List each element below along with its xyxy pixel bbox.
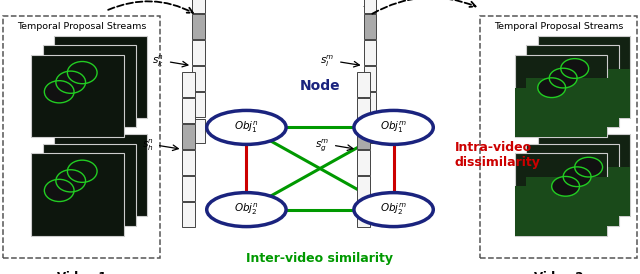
Bar xyxy=(192,93,205,117)
Bar xyxy=(357,72,370,97)
Bar xyxy=(538,68,630,118)
Ellipse shape xyxy=(57,72,84,93)
Ellipse shape xyxy=(552,177,579,195)
Bar xyxy=(515,186,607,236)
Bar xyxy=(357,176,370,201)
Text: $T_n$: $T_n$ xyxy=(192,4,205,18)
Bar xyxy=(515,88,607,137)
Text: $s_l^m$: $s_l^m$ xyxy=(320,54,335,69)
Text: · · ·: · · · xyxy=(570,96,582,104)
Text: Intra-video
dissimilarity: Intra-video dissimilarity xyxy=(454,141,540,169)
Bar xyxy=(182,98,195,123)
Bar xyxy=(364,118,376,143)
Text: $s_k^n$: $s_k^n$ xyxy=(152,54,164,69)
Bar xyxy=(182,150,195,175)
Text: · · ·: · · · xyxy=(570,197,582,206)
Bar xyxy=(43,45,136,127)
Bar xyxy=(538,134,630,216)
Text: Video 1: Video 1 xyxy=(57,271,106,274)
Bar xyxy=(182,176,195,201)
Ellipse shape xyxy=(68,62,96,83)
Bar xyxy=(54,36,147,118)
Text: Inter-video similarity: Inter-video similarity xyxy=(246,252,394,266)
Text: $T_m$: $T_m$ xyxy=(356,88,371,101)
Bar xyxy=(182,124,195,149)
Text: $T_n$: $T_n$ xyxy=(182,88,195,101)
Text: ·
·
·: · · · xyxy=(72,108,75,141)
Bar xyxy=(364,0,376,13)
Ellipse shape xyxy=(57,170,84,191)
Text: $T_m$: $T_m$ xyxy=(362,4,378,18)
Text: Video 2: Video 2 xyxy=(534,271,583,274)
Text: · · ·: · · · xyxy=(58,104,70,113)
Text: $Obj_1^n$: $Obj_1^n$ xyxy=(234,120,259,135)
Ellipse shape xyxy=(539,79,564,97)
Text: $Obj_1^m$: $Obj_1^m$ xyxy=(380,120,407,135)
Bar xyxy=(364,15,376,39)
Bar xyxy=(364,67,376,91)
Bar xyxy=(538,167,630,216)
Text: $Obj_2^m$: $Obj_2^m$ xyxy=(380,202,407,217)
Bar xyxy=(357,124,370,149)
Bar xyxy=(526,78,619,127)
Bar xyxy=(364,41,376,65)
Ellipse shape xyxy=(562,59,588,78)
Ellipse shape xyxy=(564,168,590,186)
Bar xyxy=(192,15,205,39)
Bar xyxy=(31,153,124,236)
Text: $s_h^n$: $s_h^n$ xyxy=(141,138,154,153)
FancyBboxPatch shape xyxy=(480,16,637,258)
Ellipse shape xyxy=(550,69,576,87)
Text: Temporal Proposal Streams: Temporal Proposal Streams xyxy=(493,22,623,31)
Ellipse shape xyxy=(45,180,73,201)
Bar xyxy=(182,72,195,97)
Bar xyxy=(192,67,205,91)
Text: · · ·: · · · xyxy=(58,205,70,214)
Circle shape xyxy=(207,193,286,227)
Text: $s_g^m$: $s_g^m$ xyxy=(315,137,330,153)
Text: ·
·
·: · · · xyxy=(562,108,564,141)
Bar xyxy=(357,202,370,227)
Bar xyxy=(357,150,370,175)
Bar xyxy=(31,55,124,137)
Bar xyxy=(515,55,607,137)
Bar xyxy=(526,45,619,127)
Bar xyxy=(364,93,376,117)
Bar xyxy=(357,98,370,123)
Bar xyxy=(43,144,136,226)
Bar xyxy=(526,144,619,226)
Bar xyxy=(192,0,205,13)
Bar xyxy=(538,36,630,118)
Ellipse shape xyxy=(68,161,96,182)
Circle shape xyxy=(354,193,433,227)
Bar xyxy=(192,41,205,65)
Bar xyxy=(515,153,607,236)
Text: Temporal Proposal Streams: Temporal Proposal Streams xyxy=(17,22,147,31)
Text: $Obj_2^n$: $Obj_2^n$ xyxy=(234,202,259,217)
Ellipse shape xyxy=(45,82,73,102)
FancyBboxPatch shape xyxy=(3,16,160,258)
Ellipse shape xyxy=(575,158,602,176)
Text: Node: Node xyxy=(300,79,340,93)
Bar xyxy=(192,118,205,143)
Bar xyxy=(54,134,147,216)
Bar xyxy=(182,202,195,227)
Circle shape xyxy=(354,110,433,144)
Bar xyxy=(526,177,619,226)
Circle shape xyxy=(207,110,286,144)
